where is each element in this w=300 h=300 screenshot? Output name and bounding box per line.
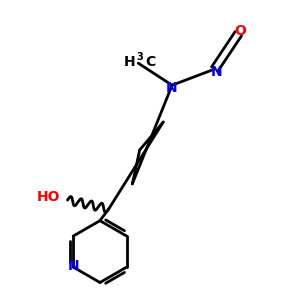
Text: H: H	[124, 55, 135, 69]
Text: HO: HO	[37, 190, 60, 204]
Text: O: O	[234, 24, 246, 38]
Text: N: N	[165, 81, 177, 95]
Text: C: C	[146, 55, 156, 69]
Text: N: N	[210, 65, 222, 79]
Text: N: N	[68, 259, 79, 273]
Text: 3: 3	[137, 52, 143, 62]
